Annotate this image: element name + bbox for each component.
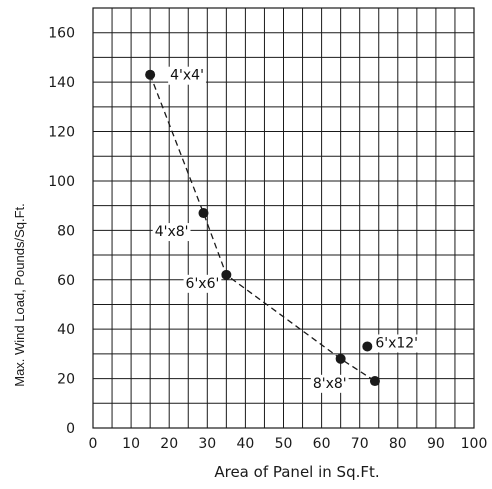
point-label: 6'x6': [186, 276, 220, 292]
data-point: [198, 208, 209, 219]
data-point: [362, 341, 373, 352]
point-label: 4'x8': [155, 224, 189, 240]
x-tick-label: 100: [461, 436, 488, 452]
point-label-background: [373, 334, 421, 353]
plot-frame: [92, 7, 475, 429]
point-label: 8'x8': [313, 376, 347, 392]
y-tick-label: 140: [48, 75, 75, 91]
x-tick-label: 70: [351, 436, 369, 452]
y-tick-label: 20: [57, 372, 75, 388]
x-tick-labels: 0 10 20 30 40 50 60 70 80 90 100: [89, 436, 488, 452]
data-point: [221, 269, 232, 280]
point-label-background: [183, 274, 222, 293]
x-tick-label: 30: [198, 436, 216, 452]
x-tick-label: 40: [236, 436, 254, 452]
x-tick-label: 10: [122, 436, 140, 452]
x-tick-label: 50: [275, 436, 293, 452]
x-axis-label: Area of Panel in Sq.Ft.: [214, 463, 379, 481]
y-tick-label: 40: [57, 322, 75, 338]
y-tick-label: 100: [48, 174, 75, 190]
point-label-background: [310, 374, 349, 393]
y-tick-label: 60: [57, 273, 75, 289]
point-label-background: [152, 223, 191, 242]
data-point: [369, 376, 380, 387]
data-point: [145, 69, 156, 80]
point-label: 6'x12': [375, 335, 418, 351]
x-tick-label: 80: [389, 436, 407, 452]
y-tick-label: 0: [66, 421, 75, 437]
y-tick-label: 120: [48, 125, 75, 141]
point-label: 4'x4': [170, 68, 204, 84]
y-tick-labels: 0 20 40 60 80 100 120 140 160: [48, 26, 75, 437]
x-tick-label: 60: [313, 436, 331, 452]
y-axis-label: Max. Wind Load, Pounds/Sq.Ft.: [12, 203, 27, 387]
point-labels: 4'x4' 4'x8' 6'x6' 8'x8' 6'x12': [152, 66, 421, 393]
x-tick-label: 20: [160, 436, 178, 452]
x-tick-label: 0: [89, 436, 98, 452]
x-tick-label: 90: [427, 436, 445, 452]
data-points: [145, 69, 380, 387]
y-tick-label: 160: [48, 26, 75, 42]
y-tick-label: 80: [57, 223, 75, 239]
point-label-background: [168, 66, 206, 85]
data-point: [335, 353, 346, 364]
